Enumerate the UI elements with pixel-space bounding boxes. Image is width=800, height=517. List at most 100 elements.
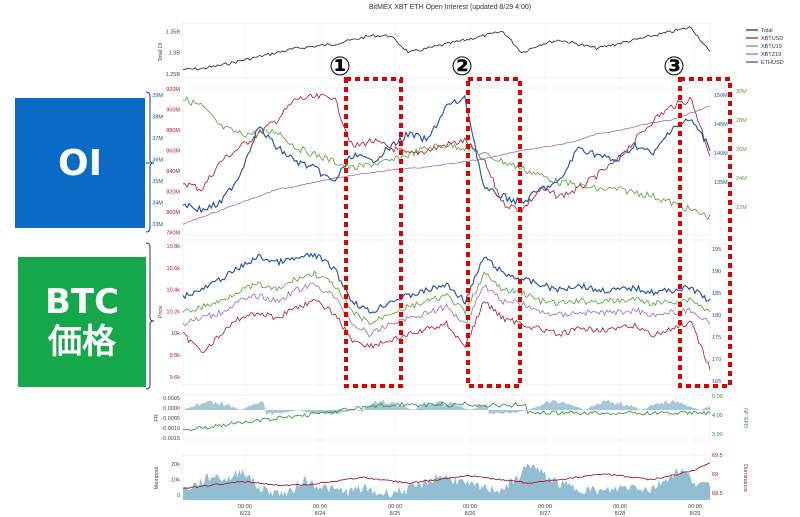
tick-oi-blue-6: 33M: [152, 222, 163, 228]
tick-oi-blue-3: 36M: [152, 158, 163, 164]
tick-price-left-5: 9.8k: [170, 353, 181, 359]
tick-dom-right-1: 69: [712, 472, 718, 478]
axis-label-total-oi: Total OI: [158, 42, 164, 61]
panel-frame-fr: [182, 394, 711, 441]
x-tick-time-6: 00:00: [688, 504, 702, 510]
x-tick-time-2: 00:00: [388, 504, 402, 510]
tick-oi-rgreen-4: 22M: [736, 205, 747, 211]
series-line-oi-xbtu19: [182, 96, 711, 221]
axis-label-mempool: Mempool: [154, 467, 160, 490]
x-tick-time-4: 00:00: [538, 504, 552, 510]
tick-fr-left-1: 0.0000: [163, 406, 180, 412]
highlight-box-2: [466, 77, 522, 388]
tick-oi-blue-5: 34M: [152, 201, 163, 207]
x-tick-date-1: 8/24: [315, 511, 326, 517]
x-tick-date-2: 8/25: [390, 511, 401, 517]
price-bracket: [145, 242, 155, 390]
axis-label-nf-sfd: NF SFD: [742, 408, 748, 428]
panel-frame-total: [182, 22, 711, 79]
oi-bracket: [145, 91, 155, 233]
legend-label-2: XBTU19: [761, 44, 782, 50]
legend-label-0: Total: [761, 28, 773, 34]
x-tick-date-5: 8/28: [615, 511, 626, 517]
series-line-total: [182, 26, 711, 71]
tick-oi-red-5: 820M: [166, 190, 180, 196]
axis-label-dominance: Dominance: [742, 464, 748, 492]
tick-price-left-2: 10.4k: [167, 288, 181, 294]
tick-mem-left-2: 0: [177, 493, 180, 499]
series-line-oi-ethusd: [182, 94, 711, 214]
x-tick-date-3: 8/26: [465, 511, 476, 517]
btc-label-line2: 価格: [48, 322, 116, 362]
x-tick-time-1: 00:00: [313, 504, 327, 510]
tick-oi-red-6: 800M: [166, 210, 180, 216]
tick-price-right-3: 180: [712, 313, 721, 319]
tick-oi-rgreen-1: 28M: [736, 118, 747, 124]
legend-label-4: ETHUSD: [761, 60, 784, 66]
btc-label-line1: BTC: [44, 282, 120, 322]
tick-oi-red-3: 860M: [166, 149, 180, 155]
oi-label: OI: [58, 142, 102, 184]
tick-fr-left-3: -0.0010: [161, 426, 180, 432]
tick-oi-red-0: 920M: [166, 87, 180, 93]
series-line-price-xbtu19: [182, 269, 711, 325]
chart-title: BitMEX XBT ETH Open Interest (updated 8/…: [369, 4, 531, 11]
tick-oi-rgreen-0: 30M: [736, 89, 747, 95]
tick-price-left-3: 10.2k: [167, 309, 181, 315]
tick-fr-left-0: 0.0005: [163, 396, 180, 402]
tick-price-left-6: 9.6k: [170, 375, 181, 381]
tick-fr-right-0: 5.00: [712, 394, 723, 400]
tick-price-right-1: 190: [712, 269, 721, 275]
series-line-price-xbtusd: [182, 299, 711, 370]
tick-price-right-4: 175: [712, 335, 721, 341]
mempool-area: [183, 463, 710, 500]
x-tick-date-0: 8/23: [240, 511, 251, 517]
tick-total-1: 1.3B: [169, 51, 181, 57]
tick-price-right-0: 195: [712, 247, 721, 253]
tick-total-2: 1.25B: [166, 72, 181, 78]
tick-oi-blue-2: 37M: [152, 136, 163, 142]
tick-oi-red-4: 840M: [166, 169, 180, 175]
tick-oi-rgreen-2: 26M: [736, 147, 747, 153]
annotation-number-3: ③: [663, 52, 685, 82]
dominance-line: [182, 462, 711, 489]
tick-price-right-2: 185: [712, 291, 721, 297]
tick-oi-red-7: 780M: [166, 231, 180, 237]
tick-oi-rblue-2: 140M: [714, 151, 728, 157]
tick-dom-right-0: 69.5: [712, 453, 723, 459]
tick-fr-left-2: -0.0005: [161, 416, 180, 422]
tick-fr-left-4: -0.0015: [161, 436, 180, 442]
nf-sfd-line: [182, 401, 711, 432]
axis-label-price: Price: [158, 306, 164, 319]
tick-fr-right-1: 4.00: [712, 413, 723, 419]
funding-rate-area: [183, 399, 710, 416]
tick-oi-red-1: 900M: [166, 108, 180, 114]
highlight-box-1: [344, 77, 403, 388]
legend-label-1: XBTUSD: [761, 36, 783, 42]
tick-mem-left-0: 20k: [171, 462, 180, 468]
panel-frame-price: [182, 239, 711, 386]
tick-oi-blue-1: 38M: [152, 115, 163, 121]
tick-fr-right-2: 3.00: [712, 432, 723, 438]
series-line-oi-xbtusd: [182, 93, 711, 214]
btc-price-label-box: BTC 価格: [18, 257, 146, 387]
tick-oi-rblue-3: 135M: [714, 180, 728, 186]
tick-dom-right-2: 68.5: [712, 491, 723, 497]
tick-oi-red-2: 880M: [166, 128, 180, 134]
tick-price-left-4: 10k: [171, 331, 180, 337]
x-tick-time-0: 00:00: [238, 504, 252, 510]
series-line-oi-xbtz19: [182, 105, 711, 225]
panel-frame-oi: [182, 87, 711, 236]
tick-oi-blue-0: 39M: [152, 93, 163, 99]
legend-label-3: XBTZ19: [761, 52, 781, 58]
oi-label-box: OI: [15, 98, 145, 228]
tick-oi-rgreen-3: 24M: [736, 176, 747, 182]
x-tick-time-3: 00:00: [463, 504, 477, 510]
axis-label-fr: FR: [154, 414, 160, 421]
series-line-price-ethusd: [182, 252, 711, 314]
x-tick-date-4: 8/27: [540, 511, 551, 517]
series-line-price-xbtz19: [182, 282, 711, 338]
x-tick-time-5: 00:00: [613, 504, 627, 510]
tick-oi-rblue-0: 150M: [714, 93, 728, 99]
tick-total-0: 1.35B: [166, 29, 181, 35]
